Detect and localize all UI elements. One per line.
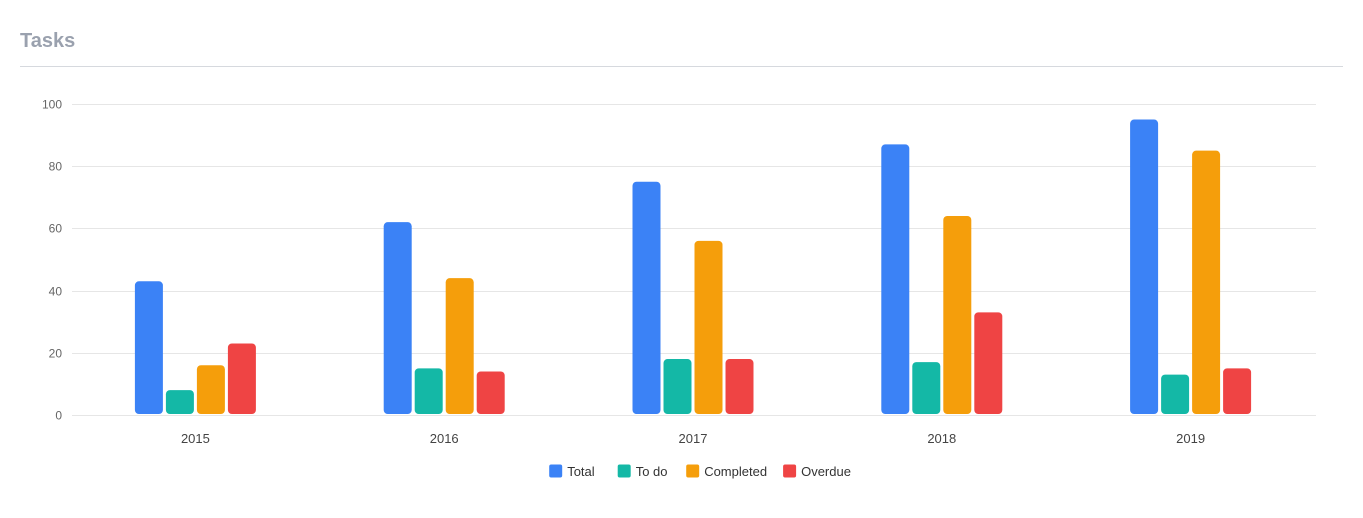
y-tick-label: 80 bbox=[49, 160, 63, 174]
legend-item-total[interactable]: Total bbox=[549, 464, 595, 479]
bar-completed-2019[interactable] bbox=[1192, 150, 1221, 414]
bar-completed-2015[interactable] bbox=[196, 365, 225, 414]
bar-overdue-2017[interactable] bbox=[725, 359, 754, 414]
bar-overdue-2015[interactable] bbox=[227, 343, 256, 414]
legend-item-to-do[interactable]: To do bbox=[617, 464, 668, 479]
y-tick-label: 0 bbox=[55, 409, 62, 423]
bar-overdue-2019[interactable] bbox=[1223, 368, 1252, 414]
x-tick-label: 2017 bbox=[679, 431, 708, 446]
y-tick-label: 40 bbox=[49, 285, 63, 299]
card-header: Tasks bbox=[20, 28, 1343, 67]
legend-swatch bbox=[783, 464, 797, 478]
x-tick-label: 2016 bbox=[430, 431, 459, 446]
bar-to-do-2015[interactable] bbox=[165, 390, 194, 414]
bar-total-2017[interactable] bbox=[632, 181, 661, 414]
x-tick-label: 2018 bbox=[927, 431, 956, 446]
y-tick-label: 20 bbox=[49, 347, 63, 361]
bar-total-2015[interactable] bbox=[134, 281, 163, 414]
bar-completed-2016[interactable] bbox=[445, 278, 474, 414]
y-axis: 0 20 40 60 80 100 bbox=[42, 98, 62, 423]
x-axis: 2015 2016 2017 2018 2019 bbox=[181, 431, 1205, 446]
bar-overdue-2016[interactable] bbox=[476, 371, 505, 414]
bar-to-do-2018[interactable] bbox=[912, 362, 941, 414]
gridlines bbox=[72, 104, 1316, 416]
y-tick-label: 100 bbox=[42, 98, 62, 112]
legend-swatch bbox=[686, 464, 700, 478]
card-title: Tasks bbox=[20, 30, 76, 52]
legend-label: Completed bbox=[704, 464, 767, 479]
legend-item-completed[interactable]: Completed bbox=[686, 464, 767, 479]
bar-completed-2017[interactable] bbox=[694, 240, 723, 414]
legend-swatch bbox=[549, 464, 563, 478]
x-tick-label: 2015 bbox=[181, 431, 210, 446]
y-tick-label: 60 bbox=[49, 222, 63, 236]
legend-label: Total bbox=[567, 464, 595, 479]
bar-to-do-2017[interactable] bbox=[663, 359, 692, 414]
bar-total-2018[interactable] bbox=[881, 144, 910, 414]
bar-to-do-2019[interactable] bbox=[1161, 374, 1190, 414]
bar-to-do-2016[interactable] bbox=[414, 368, 443, 414]
legend-swatch bbox=[617, 464, 631, 478]
legend-label: To do bbox=[636, 464, 668, 479]
x-tick-label: 2019 bbox=[1176, 431, 1205, 446]
legend-item-overdue[interactable]: Overdue bbox=[783, 464, 851, 479]
legend-label: Overdue bbox=[801, 464, 851, 479]
bar-overdue-2018[interactable] bbox=[974, 312, 1003, 414]
bar-total-2016[interactable] bbox=[383, 222, 412, 414]
bar-completed-2018[interactable] bbox=[943, 215, 972, 414]
legend: Total To do Completed Overdue bbox=[549, 464, 851, 479]
bar-total-2019[interactable] bbox=[1130, 119, 1159, 415]
bars bbox=[134, 119, 1252, 415]
